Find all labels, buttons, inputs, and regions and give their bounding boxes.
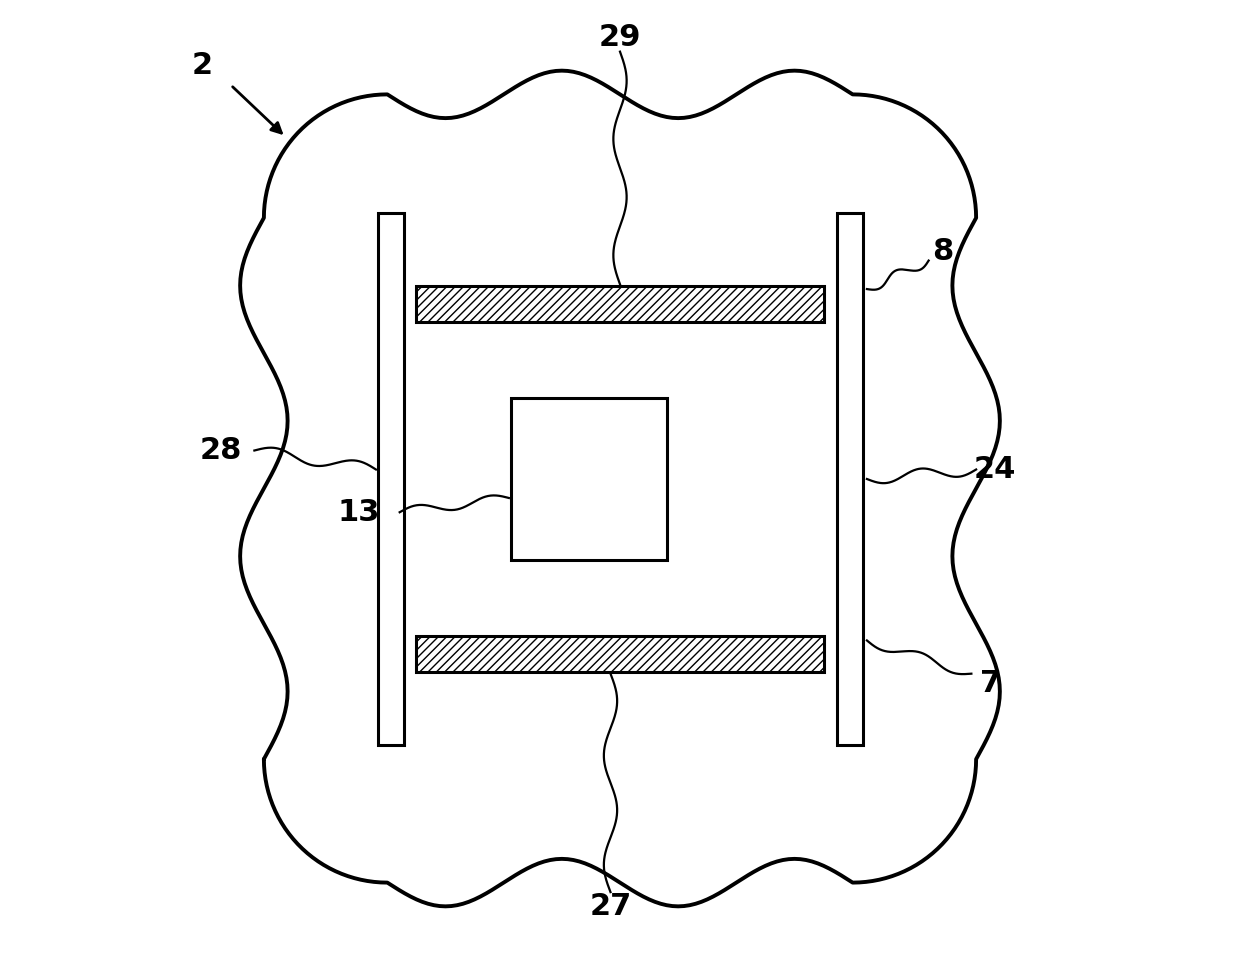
- Bar: [837, 213, 863, 745]
- Text: 24: 24: [973, 455, 1017, 484]
- Text: 2: 2: [192, 52, 213, 80]
- Text: 13: 13: [337, 498, 379, 527]
- Text: 7: 7: [980, 669, 1001, 697]
- Text: 8: 8: [932, 237, 954, 265]
- Bar: [415, 636, 825, 672]
- Bar: [415, 286, 825, 322]
- Bar: [511, 399, 667, 559]
- Text: 29: 29: [599, 23, 641, 52]
- Text: 27: 27: [589, 892, 631, 921]
- Text: 28: 28: [200, 436, 242, 465]
- Polygon shape: [241, 71, 999, 906]
- Bar: [415, 636, 825, 672]
- Bar: [378, 213, 404, 745]
- Bar: [415, 286, 825, 322]
